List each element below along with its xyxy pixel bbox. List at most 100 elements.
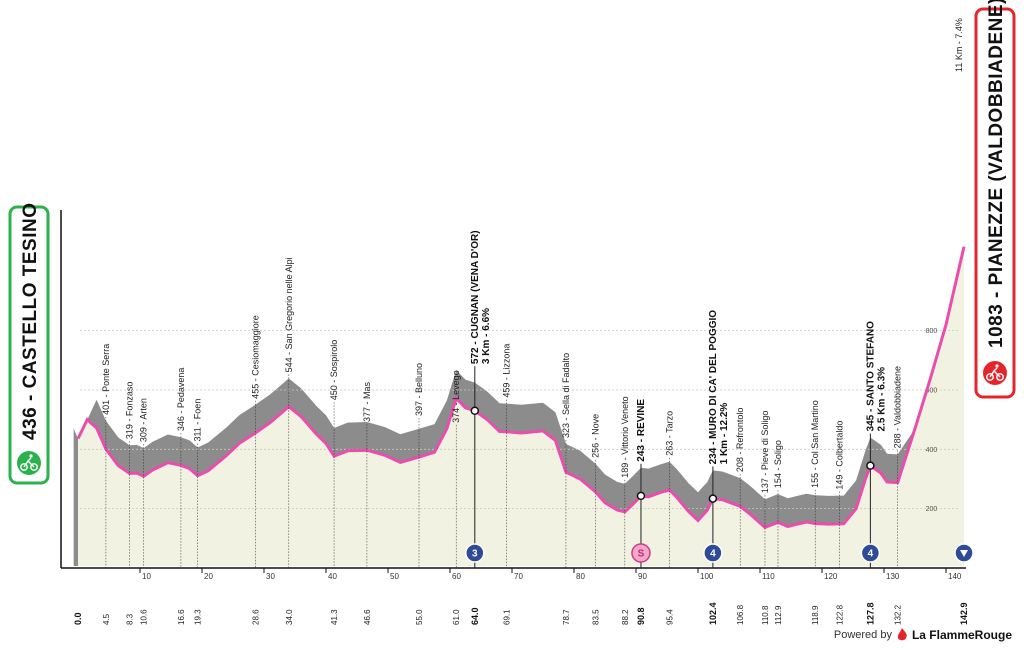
- road-line: [76, 246, 966, 530]
- marker-label: 208 - Refrontolo: [735, 408, 745, 473]
- km-label: 122.8: [835, 604, 844, 625]
- km-label: 95.4: [665, 609, 674, 625]
- marker-label: 401 - Ponte Serra: [101, 344, 111, 415]
- x-tick-label-130: 130: [886, 572, 900, 581]
- marker-label: 459 - Lizzona: [501, 344, 511, 398]
- marker-dot: [470, 406, 480, 415]
- x-tick-label-140: 140: [948, 572, 962, 581]
- marker-label: 455 - Cesiomaggiore: [250, 315, 260, 399]
- km-label: 69.1: [502, 609, 511, 625]
- km-label: 41.3: [330, 609, 339, 625]
- climb-badges: 3 S 4 4: [465, 543, 974, 563]
- kom-badge: [860, 543, 881, 563]
- sprint-badge-symbol: S: [638, 549, 645, 560]
- marker-label-detail: 2.5 Km - 6.3%: [876, 367, 887, 432]
- km-label: 34.0: [285, 609, 294, 625]
- marker-label: 234 - MURO DI CA' DEL POGGIO: [708, 310, 719, 465]
- marker-label: 288 - Valdobbiadene: [893, 366, 903, 448]
- kom-badge: [465, 543, 485, 563]
- km-label: 4.5: [102, 613, 111, 625]
- km-label: 19.3: [194, 609, 203, 625]
- finish-triangle-icon: [960, 550, 968, 557]
- km-label: 88.2: [621, 609, 630, 625]
- marker-label: 189 - Vittorio Veneto: [620, 396, 630, 477]
- marker-label: 154 - Soligo: [773, 440, 783, 488]
- marker-label: 397 - Belluno: [414, 363, 424, 416]
- flamme-rouge-logo-icon: [897, 628, 907, 641]
- gridline-label-800: 800: [926, 328, 938, 335]
- km-label: 64.0: [470, 607, 480, 625]
- marker-label: 149 - Colbertaldo: [834, 421, 844, 490]
- marker-label: 256 - Nove: [591, 414, 601, 458]
- location-markers: 401 - Ponte Serra 319 - Fonzaso 309 - Arte…: [101, 230, 903, 568]
- km-label: 78.7: [562, 609, 571, 625]
- x-tick-label-10: 10: [142, 572, 151, 581]
- marker-label: 155 - Col San Martino: [810, 400, 820, 488]
- marker-label-detail: 1 Km - 12.2%: [719, 403, 730, 465]
- x-tick-label-80: 80: [576, 572, 585, 581]
- kom-badge-symbol: 3: [472, 549, 478, 560]
- km-label: 46.6: [363, 609, 372, 625]
- marker-label: 137 - Pieve di Soligo: [760, 411, 770, 494]
- km-label: 8.3: [125, 613, 134, 625]
- elevation-gridlines: 200 400 600 800: [80, 328, 959, 513]
- marker-dot: [866, 461, 875, 470]
- x-tick-label-60: 60: [452, 572, 461, 581]
- km-label: 83.5: [592, 609, 601, 625]
- marker-label: 450 - Sospirolo: [329, 340, 339, 401]
- km-label: 10.6: [140, 609, 149, 625]
- marker-label: 311 - Foen: [193, 399, 203, 442]
- km-label: 28.6: [251, 609, 260, 625]
- marker-label: 243 - REVINE: [636, 399, 647, 462]
- marker-label: 346 - Pedavena: [176, 368, 186, 432]
- marker-label: 544 - San Gregorio nelle Alpi: [284, 257, 294, 372]
- km-label: 0.0: [73, 612, 83, 625]
- marker-label: 345 - SANTO STEFANO: [865, 321, 876, 432]
- km-label: 90.8: [636, 607, 646, 625]
- km-label: 142.9: [959, 602, 969, 625]
- cyclist-icon: [17, 451, 41, 475]
- km-label: 61.0: [452, 609, 461, 625]
- marker-label: 374 - Levego: [451, 370, 461, 423]
- finish-label: 1083 - PIANEZZE (VALDOBBIADENE): [986, 0, 1007, 348]
- km-label: 127.8: [865, 602, 875, 625]
- km-labels: 0.0 4.5 8.3 10.6 16.6 19.3 28.6 34.0 41.3 46.6 55.…: [73, 602, 969, 625]
- marker-label: 309 - Arten: [139, 398, 149, 442]
- km-label: 16.6: [177, 609, 186, 625]
- marker-label: 323 - Sella di Fadalto: [561, 353, 571, 438]
- km-label: 110.8: [761, 605, 770, 625]
- x-tick-label-40: 40: [328, 572, 337, 581]
- marker-label: 377 - Mas: [362, 381, 372, 422]
- km-label: 112.9: [774, 605, 783, 625]
- x-tick-label-50: 50: [390, 572, 399, 581]
- x-tick-label-20: 20: [204, 572, 213, 581]
- sprint-badge: [631, 543, 651, 563]
- x-tick-label-90: 90: [638, 572, 647, 581]
- km-label: 55.0: [415, 609, 424, 625]
- km-label: 106.8: [736, 604, 745, 625]
- cyclist-icon: [983, 361, 1007, 385]
- gridline-label-200: 200: [926, 506, 938, 513]
- profile-light-fill: [78, 246, 964, 566]
- kom-badge-symbol: 4: [868, 549, 874, 560]
- km-ticks: 10 20 30 40 50 60 70 80 90 100 110 120 130 140: [139, 568, 962, 581]
- x-tick-label-120: 120: [824, 572, 838, 581]
- marker-label: 263 - Tarzo: [664, 411, 674, 456]
- x-tick-label-110: 110: [762, 572, 775, 581]
- finish-climb-note: 11 Km - 7.4%: [954, 18, 964, 72]
- marker-label: 572 - CUGNAN (VENA D'OR): [470, 230, 481, 364]
- x-tick-label-100: 100: [700, 572, 714, 581]
- gridline-label-400: 400: [926, 447, 938, 454]
- start-box: 436 - CASTELLO TESINO: [8, 203, 50, 485]
- brand-footer: Powered by La FlammeRouge: [834, 628, 1012, 642]
- brand-text: La FlammeRouge: [911, 628, 1012, 642]
- powered-by-text: Powered by: [833, 629, 892, 641]
- kom-badge: [703, 543, 723, 563]
- marker-label-detail: 3 Km - 6.6%: [481, 308, 492, 364]
- finish-box: 1083 - PIANEZZE (VALDOBBIADENE): [974, 0, 1016, 399]
- km-label: 118.9: [811, 605, 820, 625]
- gridline-label-600: 600: [926, 387, 938, 394]
- km-label: 102.4: [708, 602, 718, 625]
- kom-badge-symbol: 4: [710, 549, 716, 560]
